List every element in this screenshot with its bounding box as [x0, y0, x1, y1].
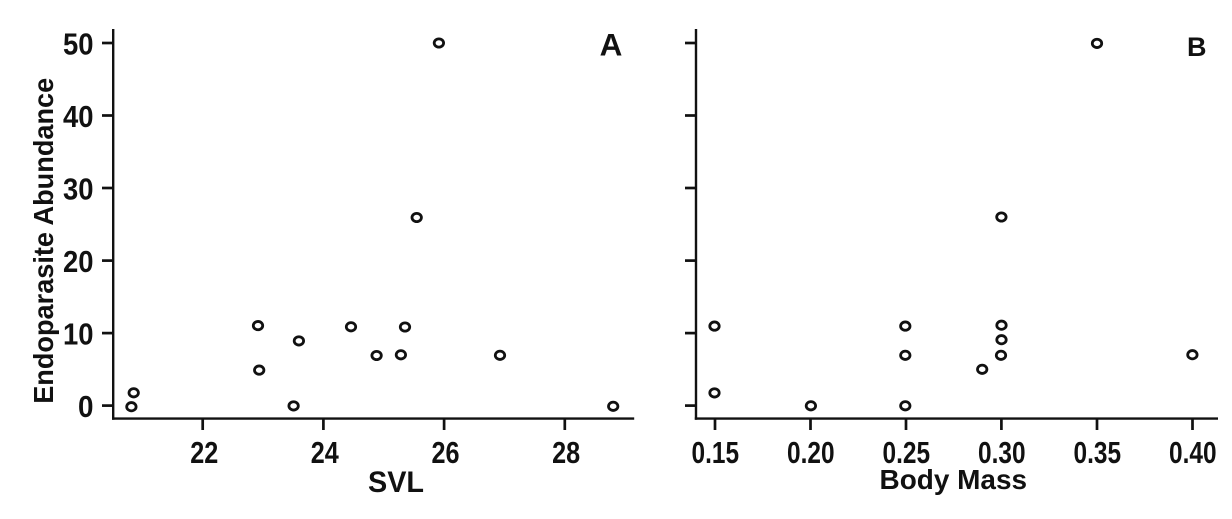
svg-text:A: A: [600, 26, 623, 62]
svg-text:26: 26: [432, 435, 460, 470]
svg-text:0.30: 0.30: [978, 435, 1026, 470]
svg-text:30: 30: [63, 172, 94, 207]
svg-text:24: 24: [311, 435, 340, 470]
svg-text:0.25: 0.25: [883, 435, 931, 470]
svg-text:50: 50: [63, 27, 94, 62]
svg-text:0: 0: [78, 389, 94, 424]
svg-text:0.20: 0.20: [787, 435, 835, 470]
svg-text:Body Mass: Body Mass: [880, 464, 1028, 495]
svg-text:0.15: 0.15: [692, 435, 740, 470]
svg-text:B: B: [1187, 32, 1207, 62]
svg-text:28: 28: [552, 435, 580, 470]
svg-text:22: 22: [190, 435, 218, 470]
svg-text:10: 10: [63, 317, 94, 352]
svg-text:0.40: 0.40: [1169, 435, 1217, 470]
svg-text:Endoparasite Abundance: Endoparasite Abundance: [28, 78, 59, 404]
svg-text:40: 40: [63, 99, 94, 134]
svg-text:SVL: SVL: [368, 466, 424, 499]
svg-text:20: 20: [63, 244, 94, 279]
svg-text:0.35: 0.35: [1074, 435, 1122, 470]
